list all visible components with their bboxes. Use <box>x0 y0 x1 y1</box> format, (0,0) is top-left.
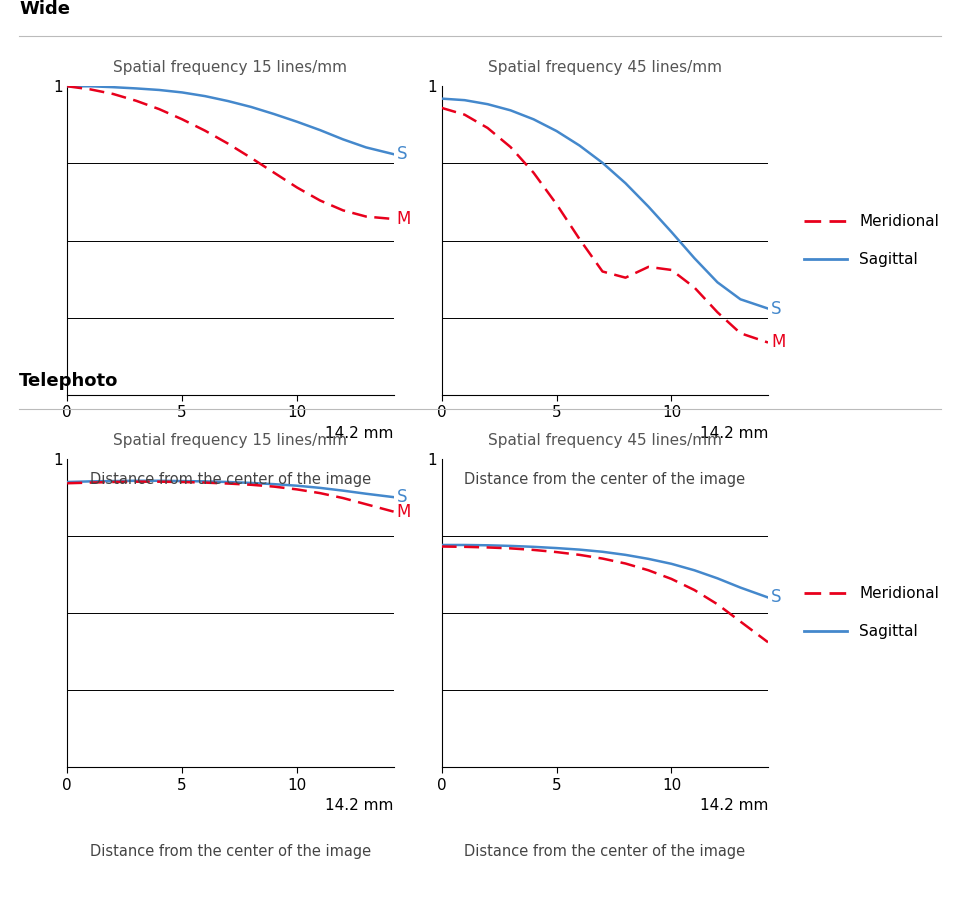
Text: 14.2 mm: 14.2 mm <box>700 798 768 813</box>
Text: M: M <box>396 210 411 228</box>
Text: 14.2 mm: 14.2 mm <box>325 798 394 813</box>
Text: S: S <box>396 145 407 163</box>
Text: Distance from the center of the image: Distance from the center of the image <box>90 472 371 488</box>
Text: M: M <box>396 503 411 520</box>
Text: 14.2 mm: 14.2 mm <box>700 426 768 440</box>
Text: 14.2 mm: 14.2 mm <box>325 426 394 440</box>
Legend: Meridional, Sagittal: Meridional, Sagittal <box>804 214 939 267</box>
Text: Telephoto: Telephoto <box>19 372 119 390</box>
Text: Distance from the center of the image: Distance from the center of the image <box>465 844 745 860</box>
Text: Distance from the center of the image: Distance from the center of the image <box>465 472 745 488</box>
Title: Spatial frequency 45 lines/mm: Spatial frequency 45 lines/mm <box>488 432 722 448</box>
Text: M: M <box>771 333 785 351</box>
Text: S: S <box>771 588 781 607</box>
Legend: Meridional, Sagittal: Meridional, Sagittal <box>804 587 939 639</box>
Text: S: S <box>396 489 407 506</box>
Text: Wide: Wide <box>19 0 70 18</box>
Title: Spatial frequency 45 lines/mm: Spatial frequency 45 lines/mm <box>488 60 722 75</box>
Title: Spatial frequency 15 lines/mm: Spatial frequency 15 lines/mm <box>113 60 348 75</box>
Text: S: S <box>771 300 781 318</box>
Title: Spatial frequency 15 lines/mm: Spatial frequency 15 lines/mm <box>113 432 348 448</box>
Text: Distance from the center of the image: Distance from the center of the image <box>90 844 371 860</box>
